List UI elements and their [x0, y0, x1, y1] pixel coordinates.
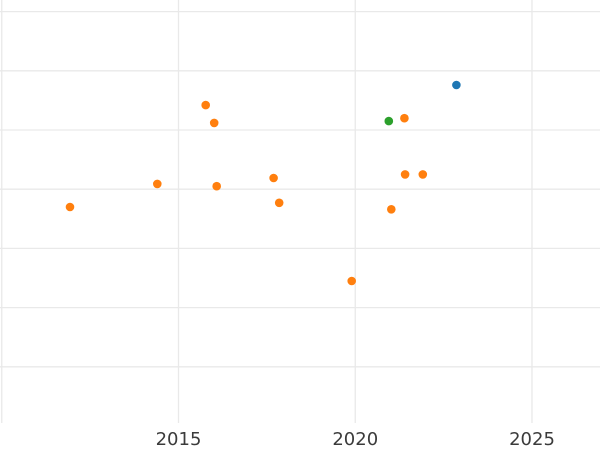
data-point-orange [387, 205, 396, 214]
x-tick-label: 2025 [509, 429, 555, 450]
data-point-blue [452, 80, 461, 90]
data-point-orange [212, 181, 221, 191]
data-point-orange [418, 170, 428, 179]
data-point-orange [269, 173, 278, 183]
x-tick-label: 2015 [156, 429, 202, 450]
vertical-gridlines [1, 0, 533, 423]
data-point-green [384, 116, 394, 126]
data-point-orange [201, 100, 210, 110]
data-point-orange [400, 113, 409, 123]
data-point-orange [209, 118, 219, 128]
x-axis-tick-labels: 2015 2020 2025 [156, 429, 555, 450]
data-point-orange [347, 276, 357, 286]
data-point-orange [274, 198, 284, 208]
data-point-orange [400, 170, 410, 179]
data-point-orange [65, 202, 75, 212]
horizontal-gridlines [0, 10, 600, 368]
x-tick-label: 2020 [332, 429, 378, 450]
data-point-orange [153, 179, 162, 189]
data-points [65, 80, 461, 286]
